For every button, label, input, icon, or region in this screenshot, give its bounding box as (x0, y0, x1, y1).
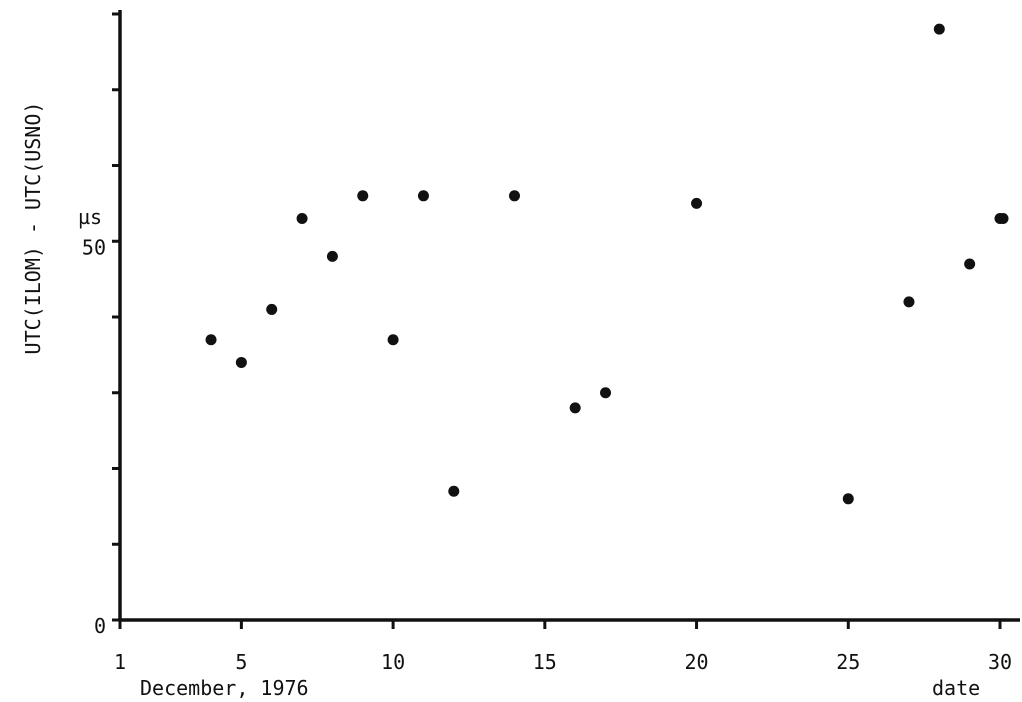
data-point (357, 190, 369, 202)
x-tick-label: 10 (381, 650, 405, 674)
data-point (448, 485, 460, 497)
x-tick-label: 1 (114, 650, 126, 674)
x-axis-unit-label: date (932, 676, 980, 700)
x-tick-label: 25 (836, 650, 860, 674)
data-point (508, 190, 520, 202)
axis-titles: UTC(ILOM) - UTC(USNO) µs December, 1976 … (21, 102, 980, 700)
data-point (205, 334, 217, 346)
data-point (235, 356, 247, 368)
data-point (326, 250, 338, 262)
data-point (417, 190, 429, 202)
data-point (997, 213, 1009, 225)
data-points (205, 23, 1009, 505)
data-point (691, 197, 703, 209)
y-tick-label: 50 (82, 235, 106, 259)
x-tick-label: 15 (533, 650, 557, 674)
y-tick-label: 0 (94, 614, 106, 638)
x-axis-title: December, 1976 (140, 676, 309, 700)
data-point (842, 493, 854, 505)
data-point (569, 402, 581, 414)
data-point (903, 296, 915, 308)
tick-marks (112, 12, 1002, 629)
data-point (387, 334, 399, 346)
data-point (266, 303, 278, 315)
y-axis-title: UTC(ILOM) - UTC(USNO) (21, 102, 45, 355)
data-point (600, 387, 612, 399)
x-tick-label: 30 (988, 650, 1012, 674)
axes (118, 10, 1020, 622)
data-point (296, 213, 308, 225)
x-tick-label: 20 (685, 650, 709, 674)
x-tick-label: 5 (235, 650, 247, 674)
data-point (964, 258, 976, 270)
y-axis-unit: µs (78, 205, 102, 229)
data-point (933, 23, 945, 35)
